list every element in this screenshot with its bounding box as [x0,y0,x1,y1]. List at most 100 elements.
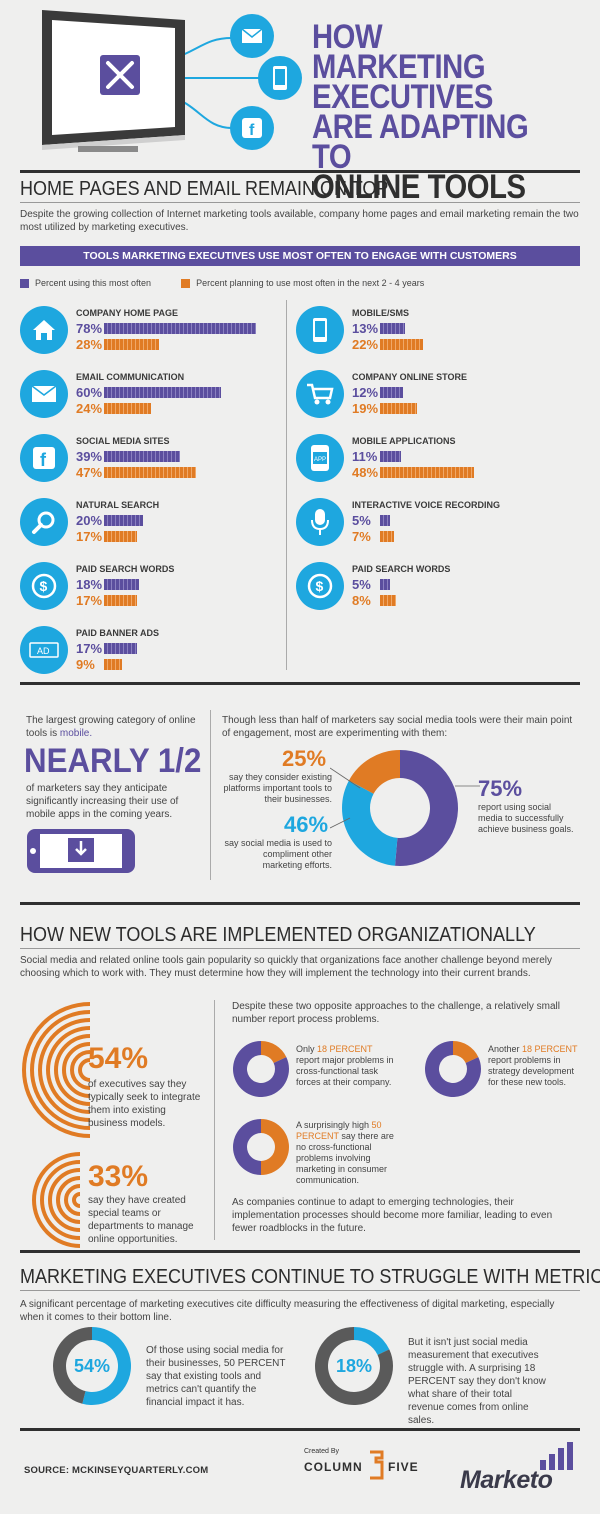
tool-name: MOBILE/SMS [352,308,410,318]
monitor-illustration [0,0,300,160]
slice-remainder [315,1327,393,1405]
future-usage-row: 22% [352,337,423,352]
tool-name: INTERACTIVE VOICE RECORDING [352,500,501,510]
magnifier-icon [20,498,68,546]
legend-current: Percent using this most often [35,278,152,288]
data-label: 24% [76,401,103,416]
section-intro: Social media and related online tools ga… [20,955,552,979]
metrics-text-18: But it isn't just social media measureme… [408,1337,546,1426]
bar-current [104,323,257,334]
legend: Percent using this most often Percent pl… [20,278,580,288]
tool-name: PAID BANNER ADS [76,628,160,638]
metrics-pct-18: 18% [335,1356,373,1376]
current-usage-row: 39% [76,449,181,464]
problem-donut-3 [232,1118,290,1181]
divider [20,1428,580,1431]
social-donut [340,748,460,873]
logo-column: COLUMN [304,1460,363,1474]
future-usage-row: 48% [352,465,474,480]
data-label: 18% [76,577,103,592]
home-icon [20,306,68,354]
data-label: 17% [76,529,103,544]
source-text: SOURCE: MCKINSEYQUARTERLY.COM [24,1465,209,1476]
tool-item: MOBILE/SMS 13% 22% [296,302,566,362]
section-heading: MARKETING EXECUTIVES CONTINUE TO STRUGGL… [20,1266,600,1288]
bar-current [104,387,221,398]
problem-donut-2 [424,1040,482,1103]
tool-name: SOCIAL MEDIA SITES [76,436,170,446]
data-label: 8% [352,593,371,608]
envelope-icon [20,370,68,418]
problem-text-1-pre: Only [296,1044,318,1054]
metrics-donut-54 [52,1326,132,1411]
current-usage-row: 20% [76,513,143,528]
slice-share [354,1327,390,1355]
current-usage-row: 13% [352,321,406,336]
tool-name: MOBILE APPLICATIONS [352,436,456,446]
tool-item: f SOCIAL MEDIA SITES 39% 47% [20,430,290,490]
problem-donut-1 [232,1040,290,1103]
data-label: 60% [76,385,103,400]
svg-text:$: $ [40,578,48,594]
future-usage-row: 47% [76,465,196,480]
teams-rings [30,1150,128,1255]
bar-future [380,467,474,478]
bar-current [104,643,138,654]
bar-current [104,451,181,462]
slice-problem [453,1041,479,1064]
slice-share [82,1327,131,1405]
slice-remainder [233,1119,261,1175]
data-label: 17% [76,641,103,656]
ad-banner-icon: AD [20,626,68,674]
slice-remainder [425,1041,481,1097]
data-label: 78% [76,321,103,336]
mobile-text: of marketers say they anticipate signifi… [26,783,179,820]
slice-problem [261,1119,289,1175]
bar-future [380,339,423,350]
microphone-icon [296,498,344,546]
metrics-donut-18 [314,1326,394,1411]
social-leader-lines [329,748,480,863]
svg-text:AD: AD [37,646,50,656]
mobile-intro: The largest growing category of online t… [26,714,196,740]
current-usage-row: 78% [76,321,257,336]
svg-text:f: f [249,122,255,139]
data-label: 20% [76,513,103,528]
closing-text: As companies continue to adapt to emergi… [232,1197,553,1234]
data-label: 39% [76,449,103,464]
tool-item: APP MOBILE APPLICATIONS 11% 48% [296,430,566,490]
tool-item: $ PAID SEARCH WORDS 18% 17% [20,558,290,618]
column-five-logo: Created By COLUMN FIVE [304,1448,434,1488]
tool-name: EMAIL COMMUNICATION [76,372,185,382]
integrate-rings [20,1000,90,1145]
svg-text:APP: APP [314,457,326,463]
phone-icon [296,306,344,354]
dollar-coin-icon: $ [296,562,344,610]
integrate-text: of executives say they typically seek to… [88,1079,201,1129]
title-line-4: ONLINE TOOLS [312,168,526,206]
data-label: 13% [352,321,379,336]
problem-text-1-post: report major problems in cross-functiona… [296,1055,394,1087]
title-line-2: EXECUTIVES [312,78,493,116]
approach-text: Despite these two opposite approaches to… [232,1001,560,1025]
current-usage-row: 12% [352,385,404,400]
teams-text: say they have created special teams or d… [88,1195,194,1245]
bar-current [380,323,406,334]
current-usage-row: 11% [352,449,402,464]
bar-future [104,403,151,414]
tool-item: AD PAID BANNER ADS 17% 9% [20,622,290,682]
future-usage-row: 7% [352,529,394,544]
data-label: 48% [352,465,379,480]
data-label: 9% [76,657,95,672]
slice-remainder [53,1327,92,1404]
problem-text-1: Only 18 PERCENT report major problems in… [296,1044,396,1088]
slice-46 [342,780,398,866]
current-usage-row: 17% [76,641,138,656]
divider [20,202,580,203]
dollar-coin-icon: $ [20,562,68,610]
column-divider [286,300,287,670]
divider [20,1250,580,1253]
future-usage-row: 19% [352,401,418,416]
section-intro: Despite the growing collection of Intern… [20,209,579,233]
divider [20,948,580,949]
